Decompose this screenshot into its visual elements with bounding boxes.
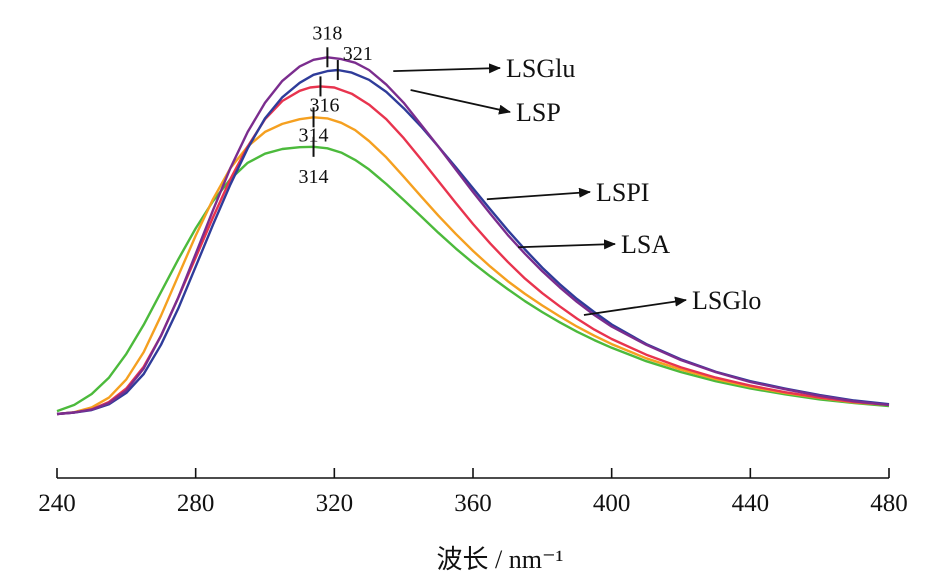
peak-label: 314 (299, 124, 329, 146)
series-line-lsa (56, 116, 890, 416)
x-axis-title: 波长 / nm⁻¹ (437, 545, 564, 574)
series-label-lspi: LSPI (596, 178, 649, 207)
x-axis: 240 280 320 360 400 440 480 (38, 468, 908, 517)
x-ticks: 240 280 320 360 400 440 480 (38, 468, 908, 517)
series-label-lsp: LSP (516, 98, 561, 127)
label-arrow (393, 63, 501, 74)
series-line-lsp (56, 68, 890, 416)
series-line-lsglo (56, 145, 890, 413)
series-label-lsglu: LSGlu (506, 54, 575, 83)
label-arrow (486, 187, 591, 201)
series-curves (56, 56, 890, 416)
label-arrow (583, 296, 687, 316)
label-arrow (518, 239, 616, 250)
x-tick-label: 360 (454, 490, 492, 517)
x-tick-label: 440 (732, 490, 770, 517)
peak-label: 316 (309, 94, 339, 116)
peak-label: 321 (343, 43, 373, 65)
x-tick-label: 240 (38, 490, 76, 517)
series-label-arrows: LSGlu LSP LSPI LSA LSGlo (393, 54, 761, 316)
x-tick-label: 480 (870, 490, 908, 517)
label-arrow (410, 89, 511, 115)
x-tick-label: 320 (316, 490, 354, 517)
peak-label: 318 (312, 22, 342, 44)
series-label-lsa: LSA (621, 230, 670, 259)
x-tick-label: 400 (593, 490, 631, 517)
series-line-lsglu (56, 56, 890, 416)
series-label-lsglo: LSGlo (692, 286, 761, 315)
peak-label: 314 (299, 166, 329, 188)
x-tick-label: 280 (177, 490, 215, 517)
